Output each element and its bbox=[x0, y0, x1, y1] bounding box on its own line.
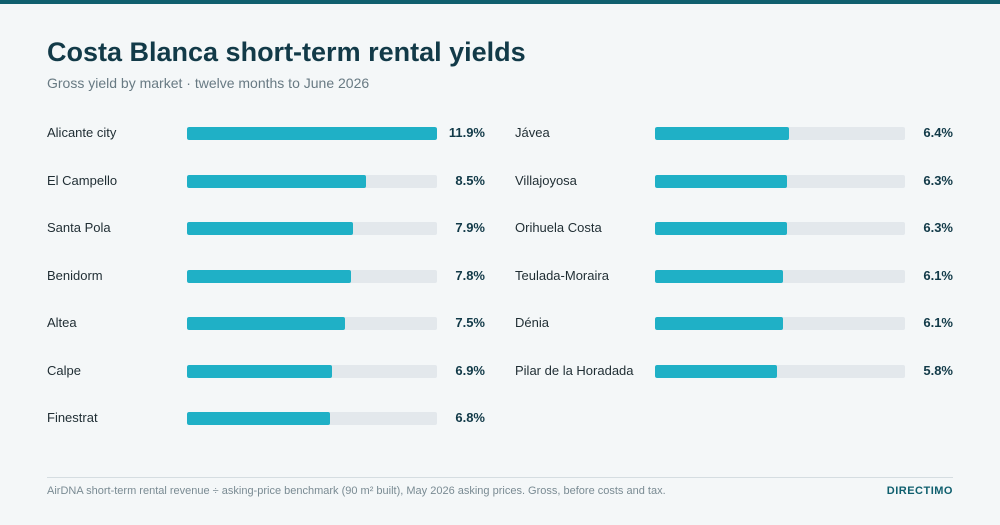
bar-row: Santa Pola 7.9% bbox=[47, 207, 485, 255]
chart-subtitle: Gross yield by market · twelve months to… bbox=[47, 75, 370, 91]
bar-track bbox=[187, 174, 437, 188]
bar-row: Pilar de la Horadada 5.8% bbox=[515, 350, 953, 398]
source-note: AirDNA short-term rental revenue ÷ askin… bbox=[47, 485, 666, 497]
bar bbox=[187, 412, 330, 425]
value-label: 8.5% bbox=[455, 172, 485, 188]
bar bbox=[187, 269, 351, 283]
value-label: 6.1% bbox=[923, 315, 953, 330]
bar-column-right: Jávea 6.4% Villajoyosa 6.3% Orihuela Costa 6.… bbox=[515, 112, 953, 397]
bar-row: Jávea 6.4% bbox=[515, 112, 953, 160]
bar-row: Teulada-Moraira 6.1% bbox=[515, 255, 953, 303]
bar-track bbox=[655, 317, 905, 330]
bar-track bbox=[187, 222, 437, 235]
value-label: 6.9% bbox=[455, 362, 485, 378]
category-label: Benidorm bbox=[47, 267, 103, 283]
bar-row: Villajoyosa 6.3% bbox=[515, 160, 953, 208]
bar-track bbox=[187, 364, 437, 378]
bar bbox=[655, 317, 784, 330]
footer-divider bbox=[47, 477, 953, 478]
bar-row: Alicante city 11.9% bbox=[47, 112, 485, 160]
bar-track bbox=[655, 222, 905, 235]
category-label: Santa Pola bbox=[47, 220, 111, 235]
category-label: Dénia bbox=[515, 315, 549, 330]
bar-row: Benidorm 7.8% bbox=[47, 255, 485, 303]
category-label: Altea bbox=[47, 315, 77, 330]
bar-track bbox=[187, 127, 437, 140]
category-label: Alicante city bbox=[47, 125, 117, 140]
value-label: 5.8% bbox=[923, 362, 953, 378]
top-accent-bar bbox=[0, 0, 1000, 4]
value-label: 11.9% bbox=[448, 125, 485, 140]
bar bbox=[655, 127, 790, 140]
bar-row: Orihuela Costa 6.3% bbox=[515, 207, 953, 255]
bar bbox=[655, 364, 777, 378]
bar-track bbox=[655, 174, 905, 188]
value-label: 7.5% bbox=[455, 315, 485, 330]
bar bbox=[187, 317, 345, 330]
bar-track bbox=[187, 412, 437, 425]
bar bbox=[187, 222, 353, 235]
bar-track bbox=[655, 364, 905, 378]
bar bbox=[187, 174, 366, 188]
bar-row: Finestrat 6.8% bbox=[47, 397, 485, 445]
bar bbox=[655, 174, 788, 188]
bar-track bbox=[655, 269, 905, 283]
bar-row: Altea 7.5% bbox=[47, 302, 485, 350]
bar-track bbox=[187, 269, 437, 283]
bar-column-left: Alicante city 11.9% El Campello 8.5% Santa P… bbox=[47, 112, 485, 445]
value-label: 6.4% bbox=[923, 125, 953, 140]
category-label: Jávea bbox=[515, 125, 550, 140]
category-label: Finestrat bbox=[47, 410, 98, 425]
bar-row: El Campello 8.5% bbox=[47, 160, 485, 208]
bar-track bbox=[655, 127, 905, 140]
bar bbox=[187, 127, 437, 140]
category-label: Teulada-Moraira bbox=[515, 267, 609, 283]
bar bbox=[655, 269, 784, 283]
value-label: 6.8% bbox=[455, 410, 485, 425]
bar-row: Dénia 6.1% bbox=[515, 302, 953, 350]
category-label: Pilar de la Horadada bbox=[515, 362, 634, 378]
value-label: 6.1% bbox=[923, 267, 953, 283]
category-label: Calpe bbox=[47, 362, 81, 378]
bar-row: Calpe 6.9% bbox=[47, 350, 485, 398]
category-label: El Campello bbox=[47, 172, 118, 188]
category-label: Orihuela Costa bbox=[515, 220, 602, 235]
value-label: 6.3% bbox=[923, 172, 953, 188]
value-label: 7.8% bbox=[455, 267, 485, 283]
bar-track bbox=[187, 317, 437, 330]
bar bbox=[187, 364, 332, 378]
value-label: 7.9% bbox=[455, 220, 485, 235]
value-label: 6.3% bbox=[923, 220, 953, 235]
bar bbox=[655, 222, 788, 235]
category-label: Villajoyosa bbox=[515, 172, 577, 188]
brand-logo: DIRECTIMO bbox=[886, 485, 953, 497]
chart-title: Costa Blanca short-term rental yields bbox=[47, 37, 526, 67]
